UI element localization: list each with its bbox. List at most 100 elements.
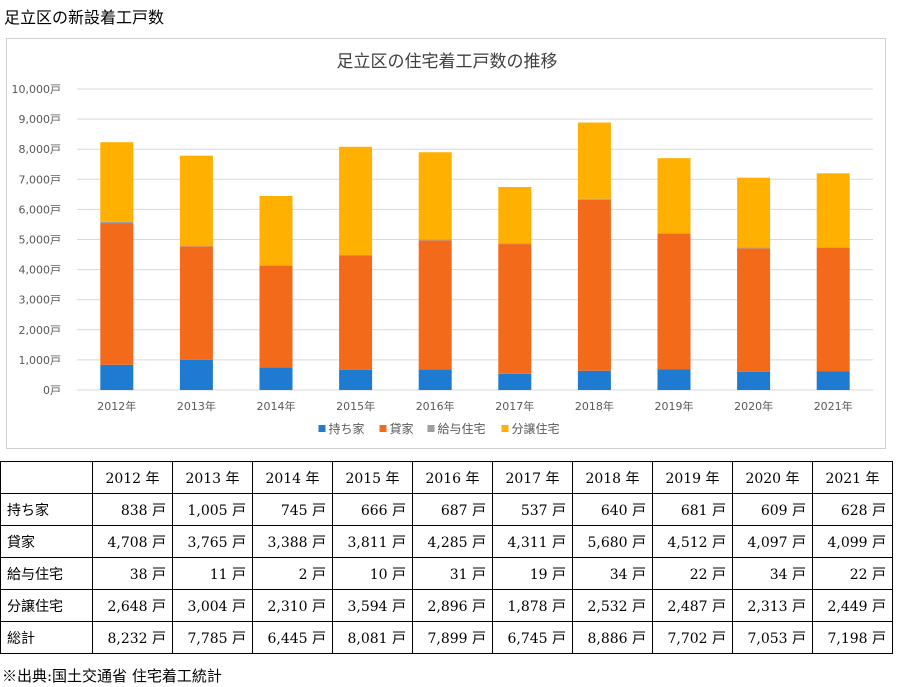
table-corner-cell [0,461,93,494]
table-cell: 4,097 戸 [732,525,813,558]
table-cell: 7,198 戸 [812,621,893,654]
table-cell: 2 戸 [252,557,333,590]
table-cell: 4,512 戸 [652,525,733,558]
bar-segment-分譲住宅 [179,155,213,247]
bar-segment-貸家 [100,223,134,365]
bar-segment-貸家 [657,233,691,370]
bar-segment-貸家 [498,244,532,374]
table-cell: 7,053 戸 [732,621,813,654]
bar-segment-貸家 [259,265,293,368]
table-cell: 4,708 戸 [92,525,173,558]
table-header-year: 2016 年 [412,461,493,494]
table-cell: 838 戸 [92,493,173,526]
source-note: ※出典:国土交通省 住宅着工統計 [2,667,222,685]
table-row: 総計 8,232 戸 7,785 戸 6,445 戸 8,081 戸 7,899 戸 6,7… [0,621,893,654]
table-cell: 2,449 戸 [812,589,893,622]
bar-segment-給与住宅 [100,221,134,224]
bar-segment-給与住宅 [418,239,452,241]
y-tick-label: 4,000戸 [19,264,62,277]
table-header-row: 2012 年 2013 年 2014 年 2015 年 2016 年 2017 年 2018… [0,461,893,494]
y-tick-label: 0戸 [43,384,61,397]
bar-segment-分譲住宅 [100,142,134,222]
table-cell: 2,648 戸 [92,589,173,622]
bar-segment-給与住宅 [657,233,691,234]
table-cell: 7,899 戸 [412,621,493,654]
table-cell: 3,811 戸 [332,525,413,558]
table-cell: 11 戸 [172,557,253,590]
data-table: 2012 年 2013 年 2014 年 2015 年 2016 年 2017 年 2018… [0,461,893,654]
bar-segment-持ち家 [339,369,373,390]
table-cell: 34 戸 [572,557,653,590]
table-cell: 10 戸 [332,557,413,590]
bar-segment-持ち家 [737,371,771,390]
y-tick-label: 10,000戸 [12,83,62,96]
y-tick-label: 8,000戸 [19,143,62,156]
table-cell: 2,313 戸 [732,589,813,622]
bar-segment-分譲住宅 [259,196,293,266]
legend-swatch [379,425,387,432]
bar-segment-分譲住宅 [657,158,691,234]
table-row-label: 分譲住宅 [0,589,93,622]
table-cell: 681 戸 [652,493,733,526]
legend-swatch [318,425,326,432]
table-cell: 6,745 戸 [492,621,573,654]
stacked-bar-chart: 足立区の住宅着工戸数の推移 0戸 1,000戸 2,000戸 3,000戸 4,000戸… [12,52,873,436]
bar-segment-分譲住宅 [577,122,611,199]
table-cell: 34 戸 [732,557,813,590]
y-tick-label: 2,000戸 [19,324,62,337]
x-tick-label: 2019年 [655,399,694,413]
bar-segment-分譲住宅 [418,152,452,240]
table-cell: 666 戸 [332,493,413,526]
table-cell: 640 戸 [572,493,653,526]
table-cell: 2,487 戸 [652,589,733,622]
table-row: 貸家 4,708 戸 3,765 戸 3,388 戸 3,811 戸 4,285 戸 4,3… [0,525,893,558]
table-cell: 31 戸 [412,557,493,590]
bar-segment-給与住宅 [816,247,850,248]
table-header-year: 2017 年 [492,461,573,494]
table-cell: 745 戸 [252,493,333,526]
bar-segment-持ち家 [577,370,611,390]
legend-label: 分譲住宅 [512,421,560,436]
table-cell: 687 戸 [412,493,493,526]
x-tick-label: 2018年 [575,399,614,413]
x-tick-label: 2020年 [734,399,773,413]
bar-segment-貸家 [339,255,373,370]
x-tick-label: 2012年 [97,399,136,413]
x-tick-label: 2014年 [257,399,296,413]
table-cell: 6,445 戸 [252,621,333,654]
y-tick-label: 7,000戸 [19,173,62,186]
bar-segment-持ち家 [418,369,452,390]
x-axis-tick-labels: 2012年 2013年 2014年 2015年 2016年 2017年 2018年 2019年… [97,399,852,413]
table-cell: 628 戸 [812,493,893,526]
table-row-label: 貸家 [0,525,93,558]
table-cell: 22 戸 [812,557,893,590]
bar-segment-貸家 [737,248,771,372]
bar-segment-持ち家 [657,369,691,390]
table-cell: 2,532 戸 [572,589,653,622]
table-cell: 19 戸 [492,557,573,590]
table-cell: 4,099 戸 [812,525,893,558]
table-cell: 7,785 戸 [172,621,253,654]
table-cell: 1,878 戸 [492,589,573,622]
table-cell: 8,232 戸 [92,621,173,654]
y-tick-label: 6,000戸 [19,203,62,216]
table-header-year: 2015 年 [332,461,413,494]
table-header-year: 2012 年 [92,461,173,494]
table-cell: 7,702 戸 [652,621,733,654]
chart-title: 足立区の住宅着工戸数の推移 [337,52,558,72]
table-row: 持ち家 838 戸 1,005 戸 745 戸 666 戸 687 戸 537 戸 640 戸… [0,493,893,526]
table-row-label: 総計 [0,621,93,654]
bar-segment-分譲住宅 [816,173,850,248]
bar-segment-貸家 [418,240,452,370]
table-header-year: 2019 年 [652,461,733,494]
y-tick-label: 9,000戸 [19,113,62,126]
page-title: 足立区の新設着工戸数 [4,8,165,27]
table-cell: 3,388 戸 [252,525,333,558]
table-cell: 2,896 戸 [412,589,493,622]
table-header-year: 2014 年 [252,461,333,494]
bar-segment-分譲住宅 [498,186,532,244]
y-axis-tick-labels: 0戸 1,000戸 2,000戸 3,000戸 4,000戸 5,000戸 6,000戸 7,… [12,83,62,397]
legend: 持ち家 貸家 給与住宅 分譲住宅 [318,421,560,436]
y-tick-label: 5,000戸 [19,234,62,247]
